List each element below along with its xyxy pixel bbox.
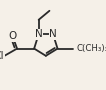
Text: N: N xyxy=(49,29,57,39)
Text: C(CH₃)₃: C(CH₃)₃ xyxy=(76,44,106,53)
Text: O: O xyxy=(8,31,17,41)
Text: N: N xyxy=(35,29,43,39)
Text: Cl: Cl xyxy=(0,51,4,61)
